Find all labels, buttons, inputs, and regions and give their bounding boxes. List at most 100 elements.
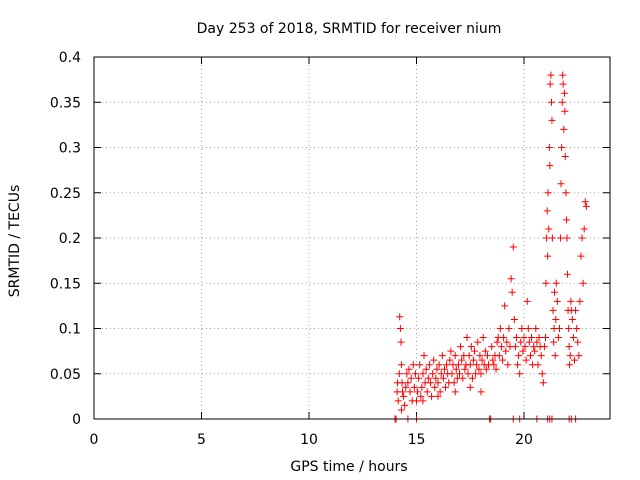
data-point (414, 388, 421, 395)
data-point (531, 348, 538, 355)
data-point (547, 72, 554, 79)
data-point (548, 99, 555, 106)
data-point (398, 339, 405, 346)
data-points (392, 72, 590, 423)
data-point (407, 388, 414, 395)
data-point (511, 316, 518, 323)
data-point (502, 348, 509, 355)
data-point (577, 253, 584, 260)
data-point (412, 370, 419, 377)
data-point (521, 334, 528, 341)
srmtid-chart: Day 253 of 2018, SRMTID for receiver niu… (0, 0, 640, 480)
data-point (431, 384, 438, 391)
data-point (505, 325, 512, 332)
data-point (524, 298, 531, 305)
data-point (566, 361, 573, 368)
data-point (428, 393, 435, 400)
data-point (530, 343, 537, 350)
data-point (562, 189, 569, 196)
data-point (488, 343, 495, 350)
data-point (583, 203, 590, 210)
data-point (430, 357, 437, 364)
data-point (532, 325, 539, 332)
data-point (467, 384, 474, 391)
data-point (396, 370, 403, 377)
data-point (582, 198, 589, 205)
data-point (461, 366, 468, 373)
data-point (418, 384, 425, 391)
data-point (565, 325, 572, 332)
data-point (501, 302, 508, 309)
y-tick-label: 0.4 (59, 50, 81, 66)
data-point (544, 253, 551, 260)
data-point (419, 370, 426, 377)
data-point (514, 361, 521, 368)
data-point (459, 375, 466, 382)
data-point (561, 90, 568, 97)
data-point (563, 216, 570, 223)
data-point (496, 352, 503, 359)
data-point (569, 316, 576, 323)
y-axis-label: SRMTID / TECUs (7, 185, 23, 298)
data-point (423, 366, 430, 373)
data-point (580, 280, 587, 287)
data-point (398, 361, 405, 368)
data-point (564, 235, 571, 242)
data-point (464, 334, 471, 341)
data-point (478, 388, 485, 395)
data-point (452, 352, 459, 359)
data-point (560, 81, 567, 88)
data-point (424, 388, 431, 395)
y-tick-label: 0.25 (50, 186, 81, 202)
data-point (575, 352, 582, 359)
data-point (398, 406, 405, 413)
data-point (447, 348, 454, 355)
chart-title: Day 253 of 2018, SRMTID for receiver niu… (197, 21, 502, 37)
data-point (399, 388, 406, 395)
data-point (509, 289, 516, 296)
y-tick-label: 0.3 (59, 141, 81, 157)
data-point (446, 357, 453, 364)
data-point (539, 370, 546, 377)
data-point (516, 370, 523, 377)
data-point (549, 235, 556, 242)
data-point (548, 117, 555, 124)
y-tick-label: 0.1 (59, 322, 81, 338)
data-point (545, 189, 552, 196)
data-point (551, 289, 558, 296)
y-tick-label: 0.35 (50, 95, 81, 111)
data-point (545, 225, 552, 232)
data-point (517, 339, 524, 346)
data-point (546, 144, 553, 151)
y-tick-label: 0.15 (50, 276, 81, 292)
data-point (559, 99, 566, 106)
data-point (442, 384, 449, 391)
data-point (396, 313, 403, 320)
data-point (480, 334, 487, 341)
data-point (561, 108, 568, 115)
data-point (497, 325, 504, 332)
data-point (512, 343, 519, 350)
data-point (525, 325, 532, 332)
data-point (546, 162, 553, 169)
data-point (567, 352, 574, 359)
x-tick-label: 5 (197, 432, 206, 448)
y-tick-label: 0.05 (50, 367, 81, 383)
data-point (500, 334, 507, 341)
data-point (416, 361, 423, 368)
data-point (553, 280, 560, 287)
data-point (557, 180, 564, 187)
data-point (408, 375, 415, 382)
data-point (574, 339, 581, 346)
data-point (534, 361, 541, 368)
data-point (467, 361, 474, 368)
data-point (527, 352, 534, 359)
data-point (552, 316, 559, 323)
data-point (448, 370, 455, 377)
data-point (426, 361, 433, 368)
axis-ticks: 00.050.10.150.20.250.30.350.40 5 10 15 20 (50, 50, 610, 448)
data-point (558, 144, 565, 151)
data-point (538, 352, 545, 359)
data-point (550, 307, 557, 314)
data-point (571, 357, 578, 364)
